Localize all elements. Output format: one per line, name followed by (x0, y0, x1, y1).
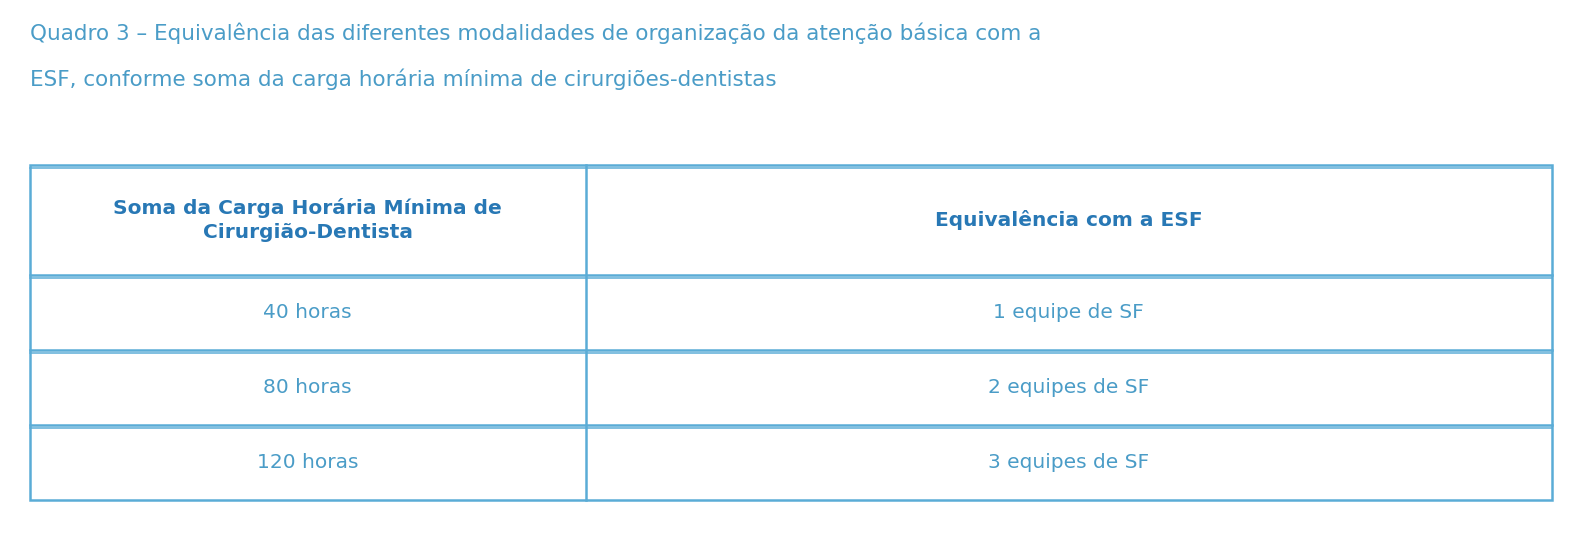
Text: 120 horas: 120 horas (256, 453, 359, 472)
Text: ESF, conforme soma da carga horária mínima de cirurgiões-dentistas: ESF, conforme soma da carga horária míni… (30, 68, 777, 89)
Text: Equivalência com a ESF: Equivalência com a ESF (935, 210, 1202, 230)
Text: 40 horas: 40 horas (264, 303, 353, 322)
Bar (30, 165, 1552, 500)
Text: 3 equipes de SF: 3 equipes de SF (989, 453, 1150, 472)
Text: 80 horas: 80 horas (264, 378, 353, 397)
Text: Soma da Carga Horária Mínima de
Cirurgião-Dentista: Soma da Carga Horária Mínima de Cirurgiã… (114, 197, 501, 242)
Text: Quadro 3 – Equivalência das diferentes modalidades de organização da atenção bás: Quadro 3 – Equivalência das diferentes m… (30, 22, 1041, 43)
Text: 2 equipes de SF: 2 equipes de SF (989, 378, 1150, 397)
Text: 1 equipe de SF: 1 equipe de SF (993, 303, 1144, 322)
